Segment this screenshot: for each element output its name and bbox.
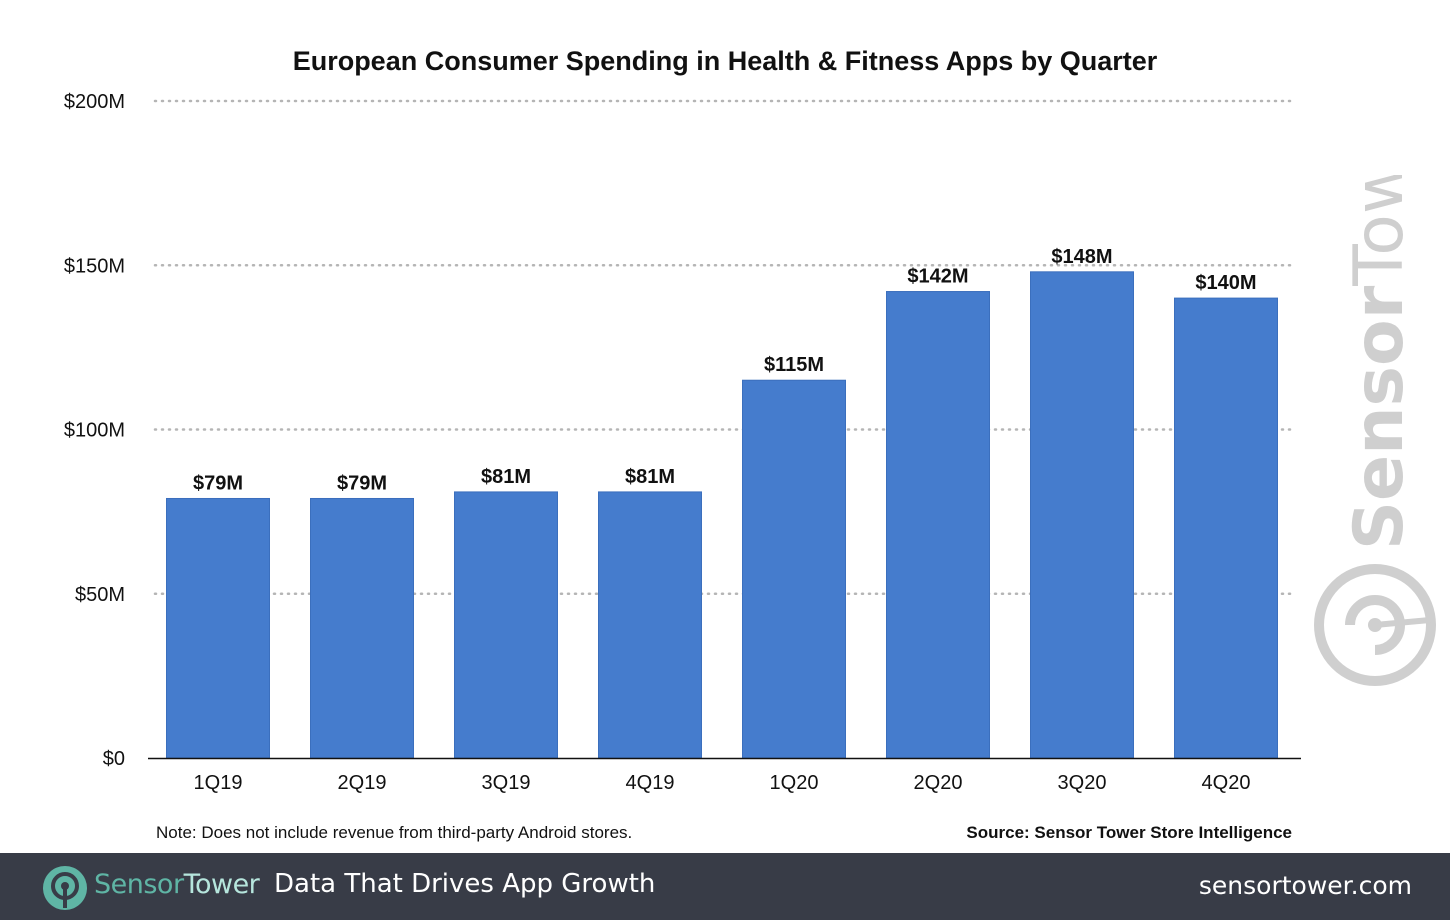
bar-2Q20 <box>886 291 990 759</box>
x-tick-label: 3Q19 <box>482 772 531 794</box>
data-label: $140M <box>1195 272 1256 294</box>
chart-source: Source: Sensor Tower Store Intelligence <box>966 823 1292 842</box>
x-tick-label: 3Q20 <box>1058 772 1107 794</box>
y-tick-label: $200M <box>64 91 125 113</box>
y-tick-label: $0 <box>103 748 125 770</box>
data-label: $79M <box>337 472 387 494</box>
bar-2Q19 <box>310 497 414 759</box>
y-tick-label: $50M <box>75 584 125 606</box>
y-tick-label: $100M <box>64 420 125 442</box>
data-label: $81M <box>481 466 531 488</box>
bar-3Q19 <box>454 491 558 759</box>
chart-title: European Consumer Spending in Health & F… <box>293 46 1158 76</box>
sensortower-logo-icon <box>43 866 87 910</box>
bar-4Q19 <box>598 491 702 759</box>
x-tick-label: 2Q20 <box>914 772 963 794</box>
x-tick-label: 1Q19 <box>194 772 243 794</box>
footer-bar: SensorTower Data That Drives App Growth … <box>0 853 1450 920</box>
bar-1Q20 <box>742 379 846 759</box>
x-tick-label: 1Q20 <box>770 772 819 794</box>
x-tick-label: 2Q19 <box>338 772 387 794</box>
sensortower-watermark-logo: SensorTower <box>1314 175 1436 686</box>
data-label: $79M <box>193 472 243 494</box>
x-tick-label: 4Q19 <box>626 772 675 794</box>
data-label: $115M <box>764 354 824 376</box>
footer-tagline: Data That Drives App Growth <box>274 869 656 899</box>
footer-brand: SensorTower <box>94 869 260 900</box>
bar-1Q19 <box>166 497 270 759</box>
data-label: $148M <box>1051 246 1112 268</box>
bar-4Q20 <box>1174 297 1278 759</box>
svg-text:SensorTower: SensorTower <box>1340 175 1419 550</box>
bar-3Q20 <box>1030 271 1134 759</box>
data-label: $81M <box>625 466 675 488</box>
chart-note: Note: Does not include revenue from thir… <box>156 823 633 842</box>
x-tick-label: 4Q20 <box>1202 772 1251 794</box>
data-label: $142M <box>907 266 968 288</box>
bar-chart: European Consumer Spending in Health & F… <box>64 46 1301 794</box>
footer-website-link[interactable]: sensortower.com <box>1198 871 1412 900</box>
y-tick-label: $150M <box>64 255 125 277</box>
